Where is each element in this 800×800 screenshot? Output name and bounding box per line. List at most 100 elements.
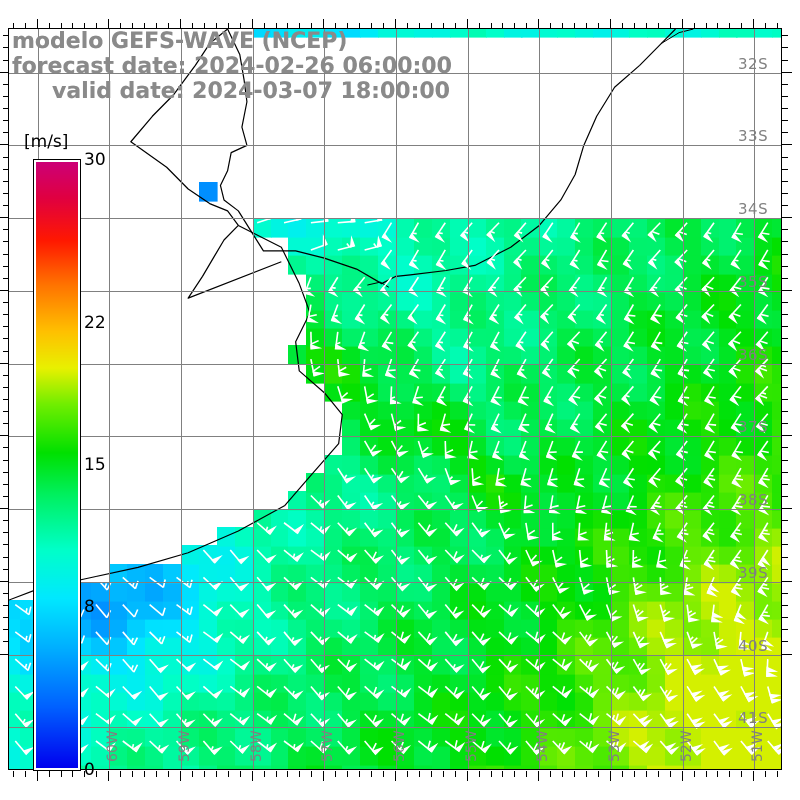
tick-minor <box>371 23 372 28</box>
tick-major <box>610 771 611 781</box>
tick-minor <box>3 132 8 133</box>
tick-major <box>0 581 8 582</box>
gridline-horizontal <box>9 655 781 656</box>
tick-minor <box>782 629 788 630</box>
tick-minor <box>3 387 8 388</box>
tick-minor <box>782 387 788 388</box>
tick-minor <box>216 23 217 28</box>
colorbar-tick-15: 15 <box>84 455 106 475</box>
tick-minor <box>782 169 788 170</box>
tick-minor <box>782 569 788 570</box>
tick-major <box>753 19 754 28</box>
tick-minor <box>658 771 659 777</box>
tick-major <box>782 581 792 582</box>
gridline-vertical <box>683 29 684 769</box>
tick-major <box>180 771 181 781</box>
tick-minor <box>765 23 766 28</box>
tick-minor <box>276 23 277 28</box>
gridline-horizontal <box>9 727 781 728</box>
tick-minor <box>3 241 8 242</box>
tick-minor <box>782 108 788 109</box>
tick-major <box>0 217 8 218</box>
tick-major <box>252 19 253 28</box>
tick-major <box>682 771 683 781</box>
tick-minor <box>3 617 8 618</box>
tick-minor <box>777 771 778 777</box>
latitude-label-35s: 35S <box>738 272 769 291</box>
gridline-vertical <box>754 29 755 769</box>
tick-major <box>538 19 539 28</box>
tick-major <box>610 19 611 28</box>
tick-minor <box>204 771 205 777</box>
tick-minor <box>25 771 26 777</box>
tick-minor <box>765 771 766 777</box>
tick-minor <box>782 35 788 36</box>
tick-minor <box>72 23 73 28</box>
tick-minor <box>782 496 788 497</box>
tick-major <box>782 144 792 145</box>
longitude-label-54w: 54W <box>535 730 552 762</box>
tick-minor <box>550 771 551 777</box>
tick-minor <box>782 338 788 339</box>
tick-minor <box>96 23 97 28</box>
tick-minor <box>479 23 480 28</box>
tick-minor <box>706 23 707 28</box>
tick-minor <box>502 771 503 777</box>
tick-minor <box>120 23 121 28</box>
top-tick-axis <box>8 19 782 28</box>
tick-minor <box>782 617 788 618</box>
tick-minor <box>562 23 563 28</box>
tick-minor <box>287 771 288 777</box>
bottom-tick-axis <box>8 771 782 781</box>
tick-minor <box>383 23 384 28</box>
tick-minor <box>276 771 277 777</box>
tick-minor <box>3 302 8 303</box>
tick-major <box>0 144 8 145</box>
wind-speed-raster <box>9 29 781 769</box>
tick-minor <box>3 629 8 630</box>
tick-minor <box>622 771 623 777</box>
tick-minor <box>526 771 527 777</box>
tick-minor <box>3 120 8 121</box>
tick-minor <box>3 484 8 485</box>
tick-minor <box>96 771 97 777</box>
tick-minor <box>526 23 527 28</box>
tick-minor <box>479 771 480 777</box>
tick-minor <box>550 23 551 28</box>
tick-minor <box>782 411 788 412</box>
colorbar-tick-22: 22 <box>84 312 106 333</box>
tick-major <box>395 19 396 28</box>
tick-minor <box>514 23 515 28</box>
tick-minor <box>3 593 8 594</box>
tick-minor <box>419 23 420 28</box>
latitude-label-32s: 32S <box>738 54 769 73</box>
tick-major <box>782 290 792 291</box>
longitude-label-58w: 58W <box>248 730 265 762</box>
tick-minor <box>598 23 599 28</box>
tick-minor <box>694 771 695 777</box>
tick-minor <box>3 266 8 267</box>
tick-minor <box>741 771 742 777</box>
tick-minor <box>646 23 647 28</box>
left-tick-axis <box>0 28 8 770</box>
tick-minor <box>782 241 788 242</box>
tick-minor <box>729 23 730 28</box>
tick-major <box>108 19 109 28</box>
tick-minor <box>204 23 205 28</box>
colorbar[interactable] <box>33 159 81 771</box>
tick-minor <box>586 771 587 777</box>
gridline-vertical <box>109 29 110 769</box>
gridline-vertical <box>468 29 469 769</box>
tick-minor <box>3 108 8 109</box>
tick-minor <box>782 205 788 206</box>
tick-minor <box>192 771 193 777</box>
tick-minor <box>455 771 456 777</box>
tick-minor <box>3 181 8 182</box>
tick-minor <box>299 23 300 28</box>
tick-minor <box>782 423 788 424</box>
map-frame[interactable] <box>8 28 782 770</box>
tick-minor <box>782 605 788 606</box>
latitude-label-33s: 33S <box>738 127 769 146</box>
tick-minor <box>3 96 8 97</box>
tick-minor <box>562 771 563 777</box>
